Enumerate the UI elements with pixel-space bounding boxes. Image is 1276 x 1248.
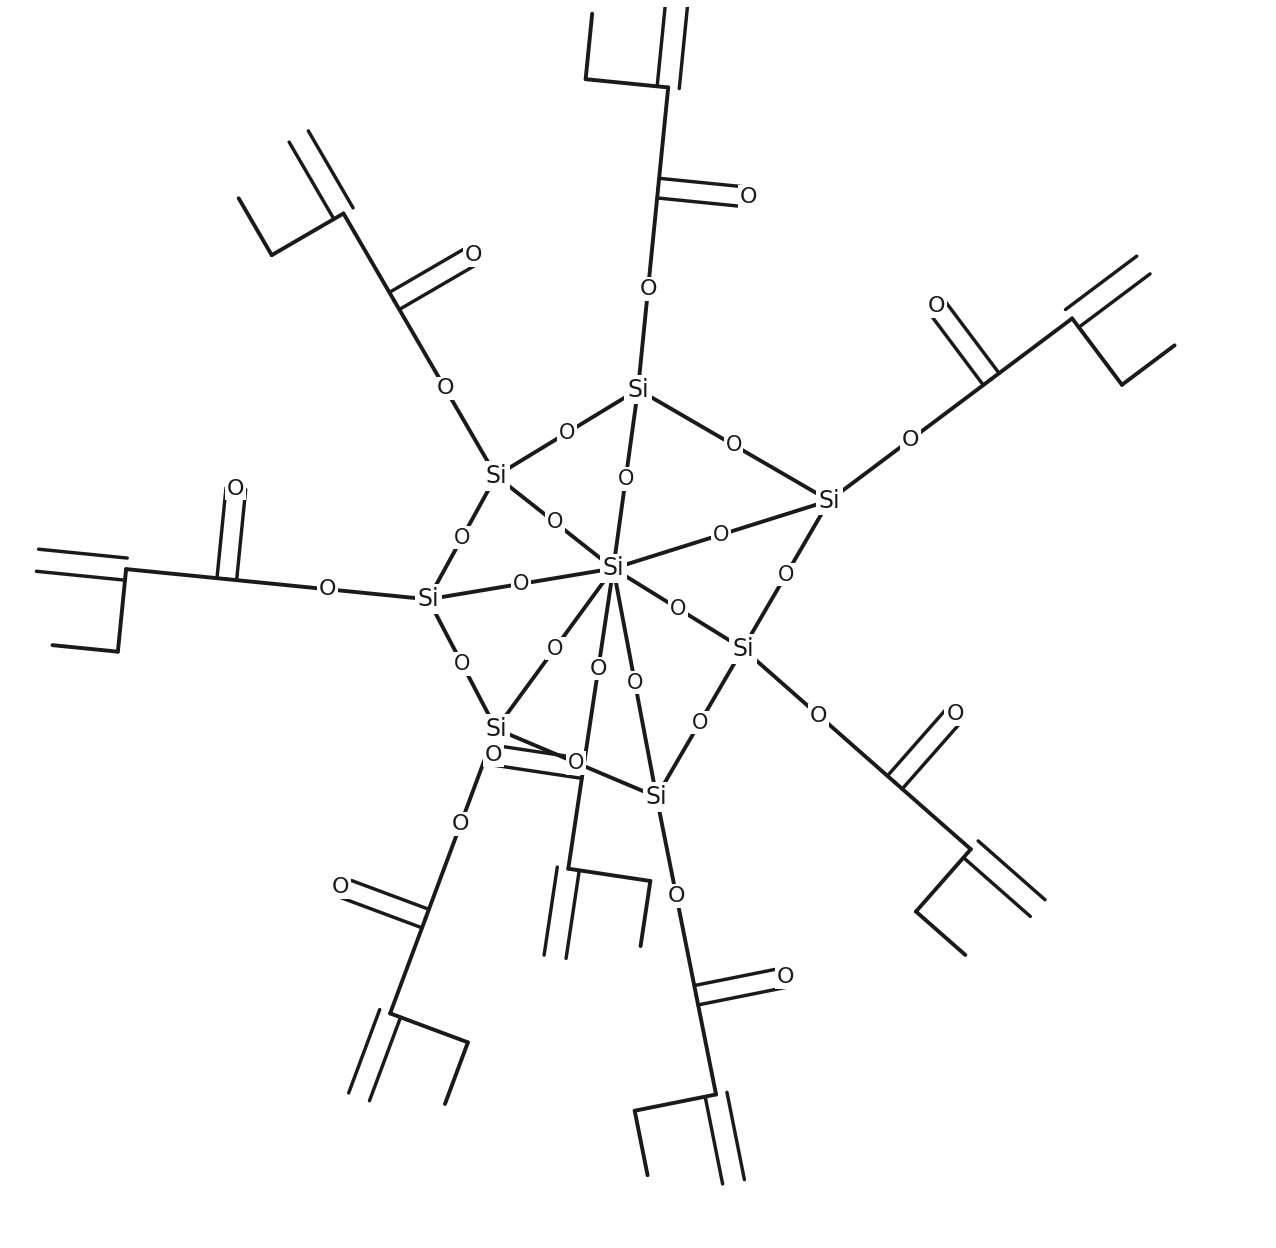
Text: O: O: [454, 654, 471, 674]
Text: Si: Si: [485, 464, 507, 488]
Text: O: O: [332, 877, 348, 897]
Text: O: O: [452, 814, 470, 834]
Text: O: O: [454, 528, 471, 548]
Text: O: O: [227, 478, 245, 498]
Text: O: O: [810, 705, 828, 725]
Text: Si: Si: [732, 636, 754, 660]
Text: O: O: [928, 296, 946, 316]
Text: O: O: [627, 673, 643, 693]
Text: O: O: [740, 187, 758, 207]
Text: O: O: [319, 579, 337, 599]
Text: O: O: [692, 713, 708, 733]
Text: O: O: [902, 429, 919, 449]
Text: O: O: [777, 967, 794, 987]
Text: O: O: [778, 564, 794, 584]
Text: Si: Si: [417, 588, 439, 612]
Text: O: O: [639, 278, 657, 298]
Text: O: O: [618, 469, 634, 489]
Text: O: O: [726, 436, 741, 456]
Text: O: O: [546, 512, 563, 532]
Text: O: O: [464, 245, 482, 265]
Text: Si: Si: [602, 557, 624, 580]
Text: O: O: [947, 704, 963, 724]
Text: O: O: [513, 574, 530, 594]
Text: Si: Si: [646, 785, 667, 809]
Text: Si: Si: [628, 377, 648, 402]
Text: Si: Si: [485, 716, 507, 741]
Text: O: O: [713, 524, 730, 544]
Text: O: O: [590, 659, 607, 679]
Text: O: O: [667, 886, 685, 906]
Text: Si: Si: [818, 488, 840, 513]
Text: O: O: [568, 753, 584, 773]
Text: O: O: [670, 599, 686, 619]
Text: O: O: [436, 378, 454, 398]
Text: O: O: [559, 423, 575, 443]
Text: O: O: [546, 639, 563, 659]
Text: O: O: [485, 745, 501, 765]
